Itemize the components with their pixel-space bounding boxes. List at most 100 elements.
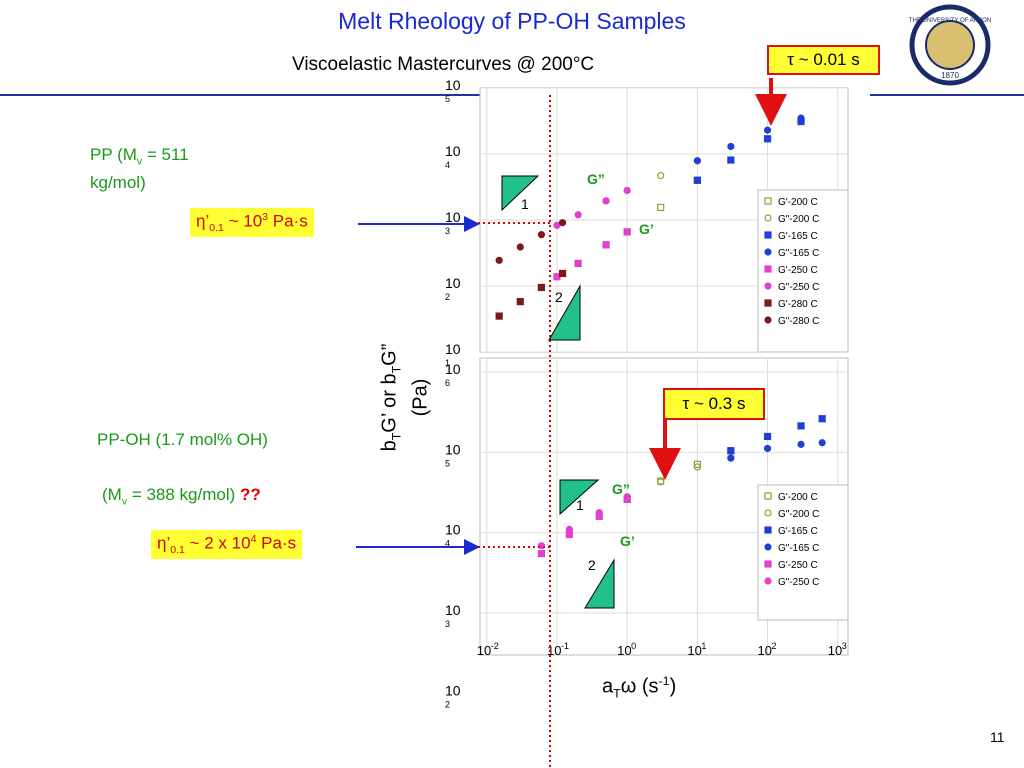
y-tick-exponent: 4: [445, 160, 450, 170]
y-tick-label: 10: [445, 341, 461, 357]
point: [565, 525, 573, 534]
ppoh-mw: (Mv = 388 kg/mol) ??: [102, 485, 261, 507]
point: [693, 460, 701, 468]
text: 3: [262, 211, 269, 223]
legend-marker: [764, 492, 772, 500]
x-tick-exponent: -2: [491, 641, 499, 651]
text: ~ 2 x 10: [184, 533, 251, 553]
slope-triangle: [501, 175, 540, 212]
legend-marker: [764, 509, 772, 517]
y-tick-label: 10: [445, 441, 461, 457]
text: PP (M: [90, 145, 137, 164]
point: [727, 447, 735, 455]
text: a: [602, 675, 614, 698]
y-tick-exponent: 6: [445, 378, 450, 388]
y-tick-exponent: 2: [445, 699, 450, 709]
page-number: 11: [990, 729, 1005, 745]
y-tick-exponent: 2: [445, 292, 450, 302]
point: [763, 135, 772, 143]
x-tick-exponent: 2: [772, 641, 777, 651]
point: [602, 241, 610, 249]
point: [516, 298, 524, 306]
y-tick-exponent: 3: [445, 226, 450, 236]
point: [727, 142, 735, 151]
plot: G'-200 C G"-200 C G'-165 C G"-165 C G'-250 C…: [480, 88, 848, 352]
text: v: [136, 155, 143, 168]
text: b: [378, 440, 401, 452]
y-tick-label: 10: [445, 682, 461, 698]
x-tick-exponent: -1: [561, 641, 569, 651]
tau-box: τ ~ 0.3 s: [663, 388, 765, 420]
text: 4: [250, 533, 257, 545]
point: [693, 176, 701, 184]
y-tick-label: 10: [445, 602, 461, 618]
point: [537, 283, 546, 292]
x-tick-label: 10: [758, 643, 772, 658]
pp-label: PP (Mv = 511 kg/mol): [90, 144, 240, 194]
legend: [757, 484, 848, 621]
text: (M: [102, 485, 122, 504]
point: [693, 157, 701, 165]
viscosity-box: η’0.1 ~ 2 x 104 Pa·s: [151, 530, 303, 560]
x-tick-label: 10: [687, 643, 701, 658]
point: [623, 186, 631, 195]
legend-marker: [764, 214, 772, 222]
legend-label: G"-280 C: [778, 316, 819, 327]
logo-year: 1870: [941, 71, 959, 80]
text: -1: [658, 674, 670, 688]
text: ~ 10: [223, 211, 263, 231]
point: [574, 211, 582, 219]
text: η’: [157, 533, 171, 553]
text: G”: [378, 343, 401, 366]
text: = 511 kg/mol): [90, 145, 189, 193]
text: 0.1: [209, 222, 224, 235]
point: [818, 439, 826, 447]
point: [516, 243, 524, 251]
logo: THE UNIVERSITY OF AKRON 1870: [909, 4, 991, 86]
legend-marker: [764, 265, 772, 273]
y-tick-label: 10: [445, 275, 461, 291]
legend-label: G"-200 C: [778, 509, 819, 520]
legend-label: G'-250 C: [778, 560, 818, 571]
legend-marker: [764, 282, 772, 290]
text: G’ or b: [378, 373, 401, 433]
point: [727, 156, 735, 164]
text: bTG’ or bTG”: [378, 318, 409, 478]
text: Pa·s: [268, 211, 308, 231]
y-tick-exponent: 5: [445, 458, 450, 468]
point: [763, 126, 772, 134]
y-tick-label: 10: [445, 77, 461, 93]
legend-label: G'-165 C: [778, 231, 818, 242]
legend-label: G'-250 C: [778, 265, 818, 276]
y-tick-exponent: 5: [445, 94, 450, 104]
tau-box: τ ~ 0.01 s: [767, 45, 880, 75]
legend-marker: [764, 316, 772, 324]
slope-label: 2: [555, 289, 563, 305]
point: [657, 172, 665, 180]
legend-label: G"-200 C: [778, 214, 819, 225]
x-tick-exponent: 3: [842, 641, 847, 651]
legend-marker: [764, 299, 772, 307]
point: [574, 259, 582, 268]
text: T: [613, 686, 621, 701]
legend-label: G"-250 C: [778, 577, 819, 588]
point: [763, 444, 772, 453]
y-tick-exponent: 3: [445, 619, 450, 629]
point: [495, 312, 503, 320]
legend: [757, 189, 848, 352]
slope-triangle: [548, 284, 581, 341]
text: Pa·s: [256, 533, 297, 553]
x-tick-label: 10: [828, 643, 842, 658]
curve-label: G’: [620, 533, 635, 549]
legend-marker: [764, 543, 772, 551]
text: ): [669, 675, 677, 698]
legend-marker: [764, 526, 772, 534]
point: [558, 269, 567, 278]
point: [693, 463, 701, 471]
point: [623, 228, 631, 236]
text: ??: [240, 485, 261, 504]
x-tick-label: 10: [617, 643, 631, 658]
ppoh-label: PP-OH (1.7 mol% OH): [97, 430, 268, 449]
logo-text: THE UNIVERSITY OF AKRON: [909, 18, 991, 24]
